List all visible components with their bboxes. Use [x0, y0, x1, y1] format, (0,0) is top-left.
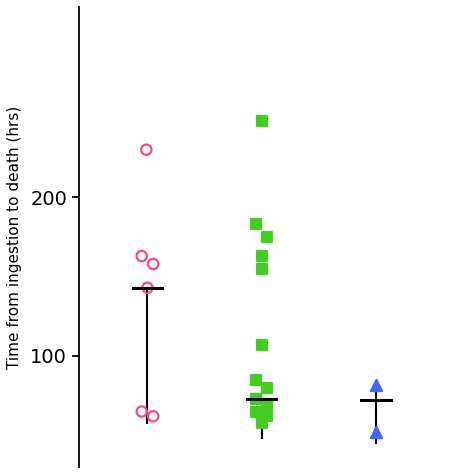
Point: [252, 395, 260, 402]
Point: [258, 419, 265, 427]
Point: [264, 233, 271, 241]
Point: [258, 252, 265, 260]
Point: [258, 265, 265, 273]
Point: [138, 252, 146, 260]
Point: [264, 384, 271, 392]
Point: [252, 376, 260, 383]
Point: [372, 381, 380, 388]
Point: [149, 260, 157, 268]
Point: [149, 412, 157, 420]
Point: [258, 118, 265, 125]
Point: [258, 341, 265, 349]
Point: [252, 408, 260, 415]
Point: [144, 284, 151, 292]
Y-axis label: Time from ingestion to death (hrs): Time from ingestion to death (hrs): [7, 105, 22, 369]
Point: [264, 412, 271, 420]
Point: [143, 146, 150, 154]
Point: [138, 408, 146, 415]
Point: [372, 428, 380, 436]
Point: [264, 400, 271, 407]
Point: [252, 220, 260, 228]
